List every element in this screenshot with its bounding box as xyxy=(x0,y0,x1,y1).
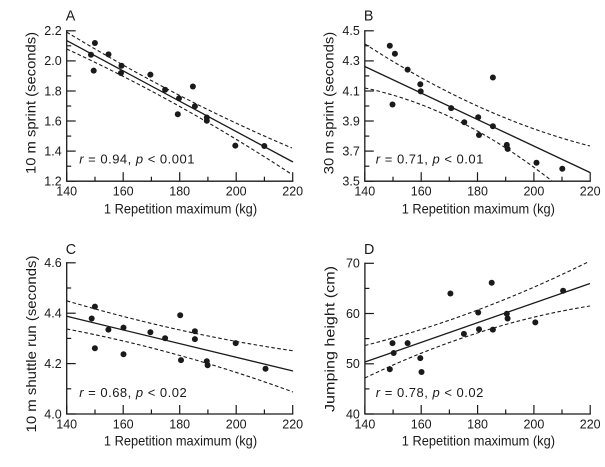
svg-text:4.2: 4.2 xyxy=(44,357,61,371)
svg-text:180: 180 xyxy=(169,418,190,432)
svg-text:160: 160 xyxy=(411,418,432,432)
svg-text:200: 200 xyxy=(226,185,247,199)
svg-text:70: 70 xyxy=(346,257,360,271)
svg-text:4.0: 4.0 xyxy=(44,407,61,421)
svg-text:1.6: 1.6 xyxy=(44,114,61,128)
svg-text:160: 160 xyxy=(113,185,134,199)
svg-text:4.3: 4.3 xyxy=(342,54,359,68)
svg-text:4.6: 4.6 xyxy=(44,256,61,270)
svg-text:60: 60 xyxy=(346,307,360,321)
svg-text:r = 0.68, p < 0.02: r = 0.68, p < 0.02 xyxy=(79,385,187,400)
svg-text:1.2: 1.2 xyxy=(44,175,61,189)
svg-text:10 m sprint (seconds): 10 m sprint (seconds) xyxy=(23,32,39,174)
svg-text:50: 50 xyxy=(346,357,360,371)
svg-text:10 m shuttle run (seconds): 10 m shuttle run (seconds) xyxy=(23,256,39,433)
svg-text:140: 140 xyxy=(354,185,375,199)
svg-text:220: 220 xyxy=(282,418,303,432)
svg-text:B: B xyxy=(364,8,374,24)
svg-text:160: 160 xyxy=(113,418,134,432)
svg-text:1 Repetition maximum (kg): 1 Repetition maximum (kg) xyxy=(104,200,257,216)
svg-text:160: 160 xyxy=(411,185,432,199)
svg-text:3.9: 3.9 xyxy=(342,114,359,128)
svg-text:180: 180 xyxy=(467,185,488,199)
svg-text:1 Repetition maximum (kg): 1 Repetition maximum (kg) xyxy=(104,432,257,448)
svg-text:4.5: 4.5 xyxy=(342,24,359,38)
svg-text:200: 200 xyxy=(523,418,544,432)
svg-text:180: 180 xyxy=(169,185,190,199)
svg-text:200: 200 xyxy=(523,185,544,199)
svg-text:40: 40 xyxy=(346,407,360,421)
svg-text:r = 0.78, p < 0.02: r = 0.78, p < 0.02 xyxy=(376,385,484,400)
svg-text:4.4: 4.4 xyxy=(44,307,61,321)
svg-text:3.7: 3.7 xyxy=(342,144,359,158)
svg-text:220: 220 xyxy=(580,418,601,432)
svg-text:2.2: 2.2 xyxy=(44,24,61,38)
svg-text:r = 0.94, p < 0.001: r = 0.94, p < 0.001 xyxy=(79,151,195,166)
svg-text:C: C xyxy=(66,242,76,258)
svg-text:220: 220 xyxy=(580,185,601,199)
svg-text:A: A xyxy=(66,8,76,24)
svg-text:220: 220 xyxy=(282,185,303,199)
svg-text:D: D xyxy=(364,242,374,258)
svg-text:1.4: 1.4 xyxy=(44,144,61,158)
svg-text:200: 200 xyxy=(226,418,247,432)
svg-text:30 m sprint (seconds): 30 m sprint (seconds) xyxy=(321,32,337,175)
svg-text:4.1: 4.1 xyxy=(342,84,359,98)
svg-text:Jumping height (cm): Jumping height (cm) xyxy=(322,266,338,412)
svg-text:1 Repetition maximum (kg): 1 Repetition maximum (kg) xyxy=(402,200,555,216)
svg-text:140: 140 xyxy=(56,185,77,199)
svg-text:2.0: 2.0 xyxy=(44,54,61,68)
svg-text:140: 140 xyxy=(354,418,375,432)
svg-text:140: 140 xyxy=(56,418,77,432)
svg-text:r = 0.71, p < 0.01: r = 0.71, p < 0.01 xyxy=(376,151,484,166)
svg-text:3.5: 3.5 xyxy=(342,175,359,189)
svg-text:1 Repetition maximum (kg): 1 Repetition maximum (kg) xyxy=(402,432,555,448)
svg-text:1.8: 1.8 xyxy=(44,84,61,98)
svg-text:180: 180 xyxy=(467,418,488,432)
